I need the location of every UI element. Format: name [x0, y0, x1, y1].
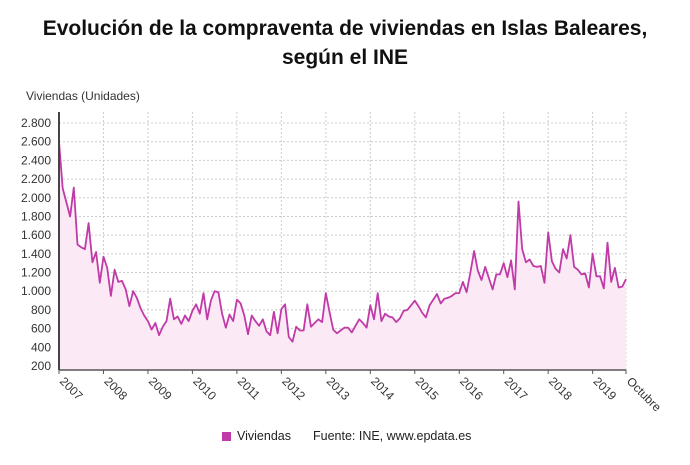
title-line-2: según el INE [281, 46, 409, 69]
legend: Viviendas Fuente: INE, www.epdata.es [222, 429, 471, 443]
y-tick-label: 1.800 [21, 209, 51, 223]
y-tick-label: 2.400 [21, 153, 51, 167]
y-tick-label: 600 [31, 322, 51, 336]
x-tick-label: 2016 [457, 374, 486, 403]
y-tick-label: 1.400 [21, 247, 51, 261]
x-tick-label: Octubre [624, 374, 664, 414]
y-tick-label: 800 [31, 303, 51, 317]
y-tick-label: 2.200 [21, 172, 51, 186]
title-line-1: Evolución de la compraventa de viviendas… [42, 17, 648, 40]
y-axis-label: Viviendas (Unidades) [26, 89, 140, 103]
x-tick-label: 2014 [368, 374, 397, 403]
x-tick-label: 2019 [591, 374, 620, 403]
y-tick-label: 2.600 [21, 135, 51, 149]
x-tick-label: 2011 [235, 374, 263, 402]
y-tick-label: 2.000 [21, 191, 51, 205]
y-tick-label: 1.600 [21, 228, 51, 242]
x-tick-label: 2008 [101, 374, 130, 403]
source-text: Fuente: INE, www.epdata.es [312, 429, 472, 443]
y-tick-label: 1.000 [21, 284, 51, 298]
y-tick-label: 2.800 [21, 116, 51, 130]
x-tick-label: 2017 [502, 374, 531, 403]
series-line [58, 141, 627, 343]
y-tick-label: 400 [31, 340, 51, 354]
y-tick-label: 1.200 [21, 266, 51, 280]
series-area [59, 141, 626, 370]
x-tick-label: 2007 [57, 374, 86, 403]
legend-swatch [222, 431, 231, 441]
chart-title: Evolución de la compraventa de viviendas… [0, 14, 690, 72]
legend-label: Viviendas [237, 429, 291, 443]
x-tick-label: 2012 [279, 374, 308, 403]
x-tick-label: 2015 [413, 374, 442, 403]
y-tick-label: 200 [31, 359, 51, 373]
x-tick-label: 2018 [546, 374, 575, 403]
x-tick-label: 2013 [324, 374, 353, 403]
x-tick-label: 2010 [190, 374, 219, 403]
x-tick-label: 2009 [146, 374, 175, 403]
